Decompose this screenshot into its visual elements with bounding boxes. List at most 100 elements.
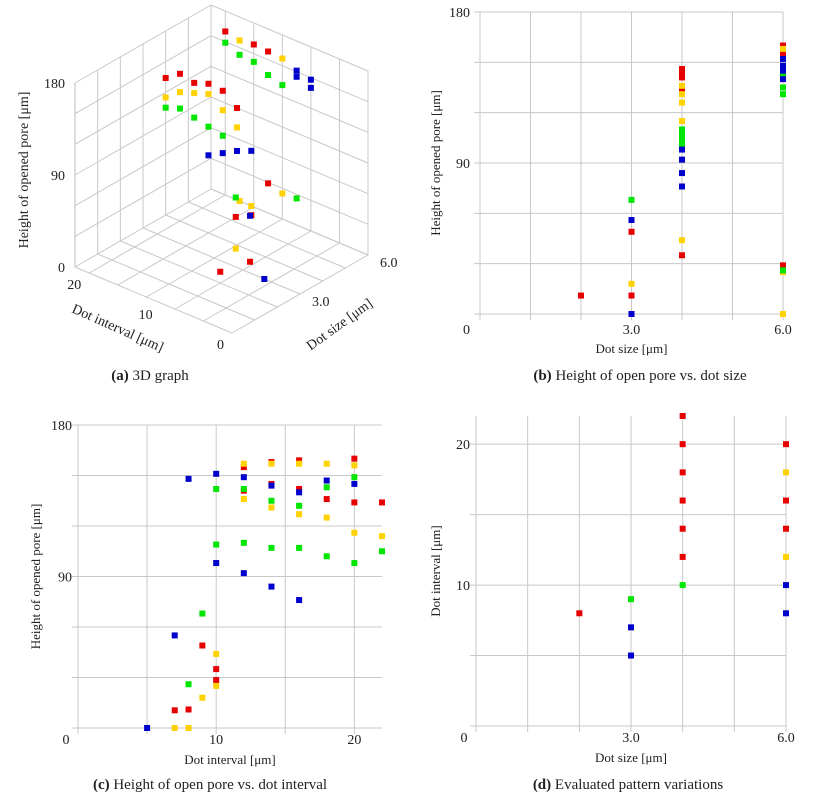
data-point-blue <box>679 156 685 163</box>
y-tick-label: 3.0 <box>312 295 330 310</box>
data-point-blue <box>171 632 178 639</box>
x-tick-label: 10 <box>139 308 153 323</box>
x-tick-label: 20 <box>67 278 81 293</box>
data-point-red <box>783 525 789 532</box>
caption-text: Evaluated pattern variations <box>554 777 724 793</box>
data-point-yellow <box>268 504 275 511</box>
data-point-red <box>679 497 686 504</box>
data-point-yellow <box>234 124 241 131</box>
data-point-blue <box>307 76 314 83</box>
data-point-red <box>576 610 583 617</box>
data-point-green <box>268 497 275 504</box>
x-tick-label: 3.0 <box>622 731 640 746</box>
data-point-yellow <box>240 496 247 503</box>
data-point-green <box>679 136 685 143</box>
data-point-green <box>250 58 257 65</box>
data-point-yellow <box>679 91 685 98</box>
data-point-red <box>234 105 241 112</box>
data-point-red <box>199 642 206 649</box>
x-tick-label: 6.0 <box>777 731 795 746</box>
data-point-red <box>679 413 686 419</box>
data-point-green <box>780 72 786 79</box>
data-point-green <box>205 123 212 130</box>
x-axis-label: Dot size [μm] <box>596 341 668 356</box>
data-point-green <box>232 194 239 201</box>
data-point-yellow <box>679 82 685 89</box>
data-point-blue <box>219 150 226 157</box>
data-point-yellow <box>323 460 330 467</box>
caption-b: (b) Height of open pore vs. dot size <box>533 368 746 385</box>
data-point-red <box>213 677 220 684</box>
data-point-blue <box>780 76 786 83</box>
data-point-green <box>185 681 192 688</box>
data-point-yellow <box>323 514 330 521</box>
data-point-yellow <box>248 203 255 210</box>
data-point-blue <box>240 474 247 481</box>
data-point-green <box>628 196 635 203</box>
data-point-yellow <box>379 533 385 540</box>
data-point-green <box>628 596 634 603</box>
wall-gridline <box>210 65 369 133</box>
data-point-red <box>176 70 183 77</box>
data-point-red <box>222 28 229 35</box>
data-point-red <box>780 50 786 57</box>
data-point-red <box>205 80 212 87</box>
data-point-blue <box>293 67 300 74</box>
data-point-green <box>236 51 243 58</box>
data-point-yellow <box>240 460 247 467</box>
data-point-yellow <box>783 469 789 476</box>
data-point-green <box>296 544 303 551</box>
data-point-yellow <box>185 725 192 731</box>
floor-gridline <box>97 253 255 321</box>
data-point-yellow <box>679 118 685 125</box>
data-point-yellow <box>351 462 358 469</box>
data-point-yellow <box>162 94 169 101</box>
data-point-green <box>279 82 286 89</box>
data-point-green <box>679 582 686 589</box>
x-axis-label: Dot size [μm] <box>595 750 667 765</box>
caption-d: (d) Evaluated pattern variations <box>533 777 723 794</box>
data-point-blue <box>234 147 241 154</box>
data-point-green <box>379 548 385 555</box>
data-point-red <box>379 499 385 506</box>
data-point-yellow <box>191 90 198 97</box>
data-point-blue <box>323 477 330 484</box>
y-tick-label: 90 <box>58 571 72 586</box>
x-axis-label: Dot interval [μm] <box>184 752 275 767</box>
wall-gridline <box>210 157 369 225</box>
data-point-red <box>628 292 635 299</box>
floor-gridline <box>142 227 301 295</box>
data-point-green <box>296 502 303 509</box>
data-point-blue <box>185 475 192 482</box>
data-point-yellow <box>679 237 685 244</box>
data-point-blue <box>628 311 635 317</box>
data-point-yellow <box>171 725 178 731</box>
y-tick-label: 90 <box>456 157 470 172</box>
data-point-red <box>296 457 303 464</box>
data-point-red <box>191 79 198 86</box>
data-point-yellow <box>279 55 286 62</box>
data-point-yellow <box>213 650 220 657</box>
data-point-red <box>679 441 686 448</box>
data-point-green <box>213 485 220 492</box>
data-point-red <box>240 464 247 471</box>
data-point-red <box>780 42 786 49</box>
data-point-green <box>780 267 786 274</box>
caption-text: 3D graph <box>132 368 189 384</box>
data-point-yellow <box>268 460 275 467</box>
data-point-yellow <box>199 694 206 701</box>
data-point-blue <box>679 170 685 177</box>
y-axis-label: Dot interval [μm] <box>428 525 443 616</box>
caption-letter: (b) <box>533 368 552 384</box>
data-point-yellow <box>213 682 220 689</box>
z-tick-label: 0 <box>58 261 65 276</box>
data-point-green <box>240 539 247 546</box>
data-point-red <box>296 485 303 492</box>
wall-gridline <box>210 35 369 103</box>
data-point-blue <box>296 489 303 496</box>
y-axis-label: Height of opened pore [μm] <box>28 504 43 650</box>
data-point-red <box>247 258 254 265</box>
data-point-red <box>679 69 685 76</box>
data-point-yellow <box>296 460 303 467</box>
data-point-blue <box>780 62 786 69</box>
